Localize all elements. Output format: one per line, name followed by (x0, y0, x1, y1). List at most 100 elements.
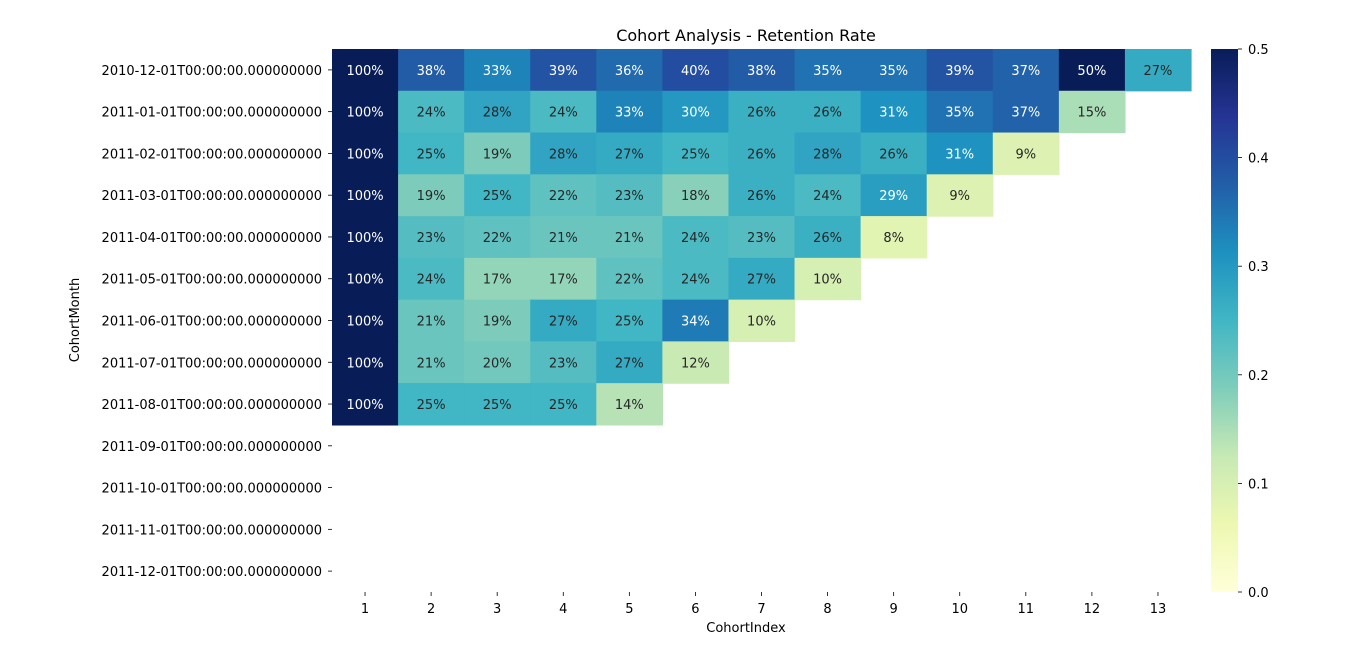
heatmap-cell-label: 19% (483, 147, 512, 162)
y-tick-label: 2010-12-01T00:00:00.000000000 (102, 64, 322, 79)
heatmap-cell-label: 24% (417, 106, 446, 121)
heatmap-cell (332, 383, 399, 426)
heatmap-cell-label: 19% (417, 189, 446, 204)
y-tick-label: 2011-10-01T00:00:00.000000000 (102, 482, 322, 497)
heatmap-cell (1124, 49, 1192, 92)
heatmap-cell (728, 299, 796, 342)
colorbar-tick-label: 0.4 (1248, 152, 1269, 167)
heatmap-cell (596, 257, 663, 301)
heatmap-cell (530, 383, 597, 426)
heatmap-cell-label: 10% (747, 315, 776, 330)
heatmap-cell-label: 33% (483, 64, 512, 79)
heatmap-cell (332, 49, 399, 92)
x-tick-label: 7 (757, 602, 765, 617)
heatmap-cell (926, 49, 994, 92)
x-tick-label: 2 (427, 602, 435, 617)
colorbar-tick-label: 0.0 (1248, 586, 1269, 601)
heatmap-cell-label: 24% (417, 273, 446, 288)
heatmap-cells: 100% 38% 33% 39% 36% 40% 38% 35% 35% 39% 37% 50% 27%… (332, 49, 1192, 426)
heatmap-cell-label: 25% (483, 398, 512, 413)
x-tick-label: 5 (625, 602, 633, 617)
heatmap-cell-label: 25% (681, 147, 710, 162)
heatmap-cell-label: 50% (1077, 64, 1106, 79)
heatmap-cell-label: 27% (615, 356, 644, 371)
heatmap-cell (464, 90, 531, 134)
colorbar-tick-label: 0.2 (1248, 369, 1269, 384)
heatmap-cell-label: 35% (945, 106, 974, 121)
heatmap-cell (530, 341, 597, 384)
heatmap-cell (728, 257, 796, 301)
heatmap-cell (794, 174, 862, 217)
heatmap-cell-label: 26% (747, 147, 776, 162)
heatmap-cell (464, 257, 531, 301)
heatmap-cell (794, 132, 862, 175)
heatmap-cell (530, 257, 597, 301)
heatmap-cell-label: 24% (549, 106, 578, 121)
heatmap-cell-label: 100% (346, 315, 383, 330)
heatmap-cell (332, 174, 399, 217)
y-tick-label: 2011-03-01T00:00:00.000000000 (102, 189, 322, 204)
y-tick-label: 2011-12-01T00:00:00.000000000 (102, 565, 322, 580)
heatmap-cell (860, 132, 928, 175)
x-axis-label: CohortIndex (706, 621, 786, 636)
heatmap-cell (662, 49, 730, 92)
heatmap-cell-label: 34% (681, 315, 710, 330)
heatmap-cell (530, 90, 597, 134)
heatmap-cell-label: 23% (615, 189, 644, 204)
heatmap-cell-label: 35% (879, 64, 908, 79)
heatmap-cell (398, 216, 465, 259)
heatmap-cell-label: 25% (417, 147, 446, 162)
heatmap-cell (332, 90, 399, 134)
heatmap-cell (860, 90, 928, 134)
heatmap-cell (530, 174, 597, 217)
heatmap-cell (992, 132, 1060, 175)
heatmap-cell (662, 174, 730, 217)
heatmap-cell-label: 24% (681, 273, 710, 288)
heatmap-cell-label: 18% (681, 189, 710, 204)
y-tick-label: 2011-04-01T00:00:00.000000000 (102, 231, 322, 246)
y-tick-label: 2011-02-01T00:00:00.000000000 (102, 147, 322, 162)
heatmap-cell-label: 26% (813, 106, 842, 121)
heatmap-cell (596, 383, 663, 426)
heatmap-cell-label: 8% (883, 231, 904, 246)
heatmap-cell-label: 37% (1011, 106, 1040, 121)
heatmap-cell (464, 174, 531, 217)
y-tick-label: 2011-07-01T00:00:00.000000000 (102, 356, 322, 371)
heatmap-cell (794, 216, 862, 259)
heatmap-cell (464, 216, 531, 259)
heatmap-cell-label: 21% (417, 315, 446, 330)
heatmap-cell-label: 20% (483, 356, 512, 371)
heatmap-cell-label: 17% (483, 273, 512, 288)
heatmap-cell-label: 23% (747, 231, 776, 246)
heatmap-cell-label: 100% (346, 273, 383, 288)
y-tick-label: 2011-09-01T00:00:00.000000000 (102, 440, 322, 455)
heatmap-cell-label: 12% (681, 356, 710, 371)
heatmap-cell-label: 100% (346, 231, 383, 246)
heatmap-cell-label: 28% (549, 147, 578, 162)
heatmap-cell-label: 27% (615, 147, 644, 162)
heatmap-cell (464, 341, 531, 384)
y-tick-label: 2011-01-01T00:00:00.000000000 (102, 106, 322, 121)
heatmap-cell-label: 31% (879, 106, 908, 121)
heatmap-cell (398, 174, 465, 217)
colorbar-ticks: 0.0 0.1 0.2 0.3 0.4 0.5 (1238, 43, 1269, 601)
y-tick-label: 2011-08-01T00:00:00.000000000 (102, 398, 322, 413)
heatmap-cell (662, 341, 730, 384)
heatmap-cell-label: 27% (1144, 64, 1173, 79)
heatmap-cell-label: 28% (483, 106, 512, 121)
heatmap-cell-label: 35% (813, 64, 842, 79)
heatmap-cell-label: 31% (945, 147, 974, 162)
heatmap-cell-label: 100% (346, 189, 383, 204)
heatmap-cell-label: 9% (949, 189, 970, 204)
heatmap-cell (464, 132, 531, 175)
heatmap-cell (662, 257, 730, 301)
heatmap-cell (662, 216, 730, 259)
x-tick-label: 10 (951, 602, 968, 617)
heatmap-cell (860, 49, 928, 92)
heatmap-cell-label: 21% (417, 356, 446, 371)
heatmap-cell-label: 21% (549, 231, 578, 246)
x-tick-label: 1 (361, 602, 369, 617)
y-tick-label: 2011-05-01T00:00:00.000000000 (102, 273, 322, 288)
y-tick-label: 2011-06-01T00:00:00.000000000 (102, 315, 322, 330)
heatmap-cell-label: 100% (346, 64, 383, 79)
